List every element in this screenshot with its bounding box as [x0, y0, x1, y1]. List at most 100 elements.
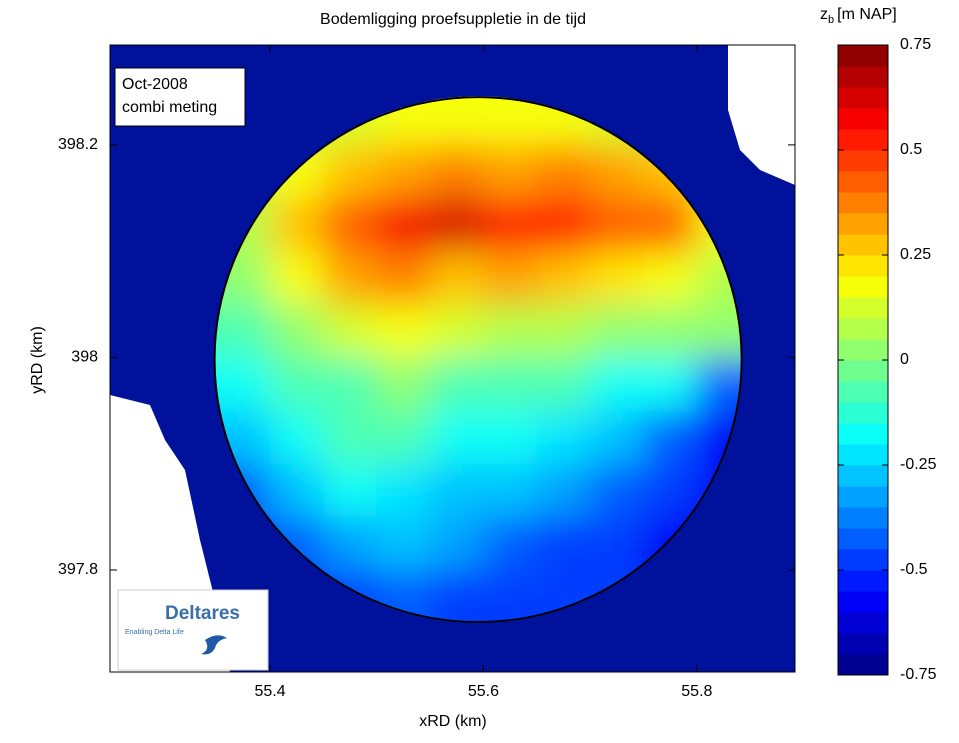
colorbar-tick-label: 0.5 [900, 141, 922, 158]
colorbar-band [838, 339, 888, 361]
field-cell [430, 145, 484, 199]
annotation-line: Oct-2008 [122, 76, 188, 93]
colorbar-band [838, 528, 888, 550]
field-cell [430, 517, 484, 571]
annotation-line: combi meting [122, 99, 217, 116]
field-cell [323, 464, 377, 518]
field-cell [430, 464, 484, 518]
field-cell [537, 464, 591, 518]
colorbar-band [838, 87, 888, 109]
colorbar-band [838, 654, 888, 676]
field-cell [590, 357, 644, 411]
colorbar-band [838, 549, 888, 571]
logo-tagline: Enabling Delta Life [125, 629, 184, 636]
colorbar-tick-label: -0.25 [900, 456, 937, 473]
field-cell [537, 357, 591, 411]
field-cell [430, 198, 484, 252]
field-cell [537, 411, 591, 465]
colorbar-band [838, 423, 888, 445]
colorbar-band [838, 633, 888, 655]
field-cell [590, 517, 644, 571]
field-cell [323, 517, 377, 571]
field-cell [377, 304, 431, 358]
field-cell [430, 357, 484, 411]
field-cell [590, 251, 644, 305]
field-cell [483, 251, 537, 305]
colorbar-tick-label: 0.75 [900, 36, 931, 53]
field-cell [590, 145, 644, 199]
field-cell [377, 198, 431, 252]
colorbar-band [838, 150, 888, 172]
x-axis-label: xRD (km) [419, 713, 487, 730]
field-cell [643, 198, 697, 252]
colorbar-band [838, 381, 888, 403]
colorbar-band [838, 507, 888, 529]
colorbar-band [838, 129, 888, 151]
field-cell [537, 251, 591, 305]
colorbar-tick-label: 0.25 [900, 246, 931, 263]
field-cell [537, 145, 591, 199]
field-cell [483, 517, 537, 571]
field-cell [537, 517, 591, 571]
field-cell [590, 304, 644, 358]
colorbar-band [838, 45, 888, 67]
field-cell [483, 145, 537, 199]
chart-title: Bodemligging proefsuppletie in de tijd [320, 11, 586, 28]
colorbar-label: zb[m NAP] [820, 6, 897, 26]
y-tick-label: 398 [71, 349, 98, 366]
colorbar-band [838, 465, 888, 487]
colorbar-band [838, 360, 888, 382]
field-cell [643, 411, 697, 465]
field-cell [643, 304, 697, 358]
colorbar-band [838, 234, 888, 256]
colorbar-band [838, 570, 888, 592]
colorbar-band [838, 402, 888, 424]
field-cell [323, 251, 377, 305]
colorbar-band [838, 255, 888, 277]
field-cell [377, 411, 431, 465]
field-cell [430, 251, 484, 305]
colorbar-band [838, 591, 888, 613]
colorbar-band [838, 213, 888, 235]
x-tick-label: 55.8 [681, 683, 712, 700]
colorbar-band [838, 192, 888, 214]
field-cell [643, 357, 697, 411]
field-cell [483, 304, 537, 358]
colorbar-band [838, 612, 888, 634]
field-cell [270, 464, 324, 518]
field-cell [323, 145, 377, 199]
field-cell [590, 198, 644, 252]
field-cell [377, 251, 431, 305]
field-cell [323, 411, 377, 465]
field-cell [270, 357, 324, 411]
annotation-box: Oct-2008 combi meting [115, 68, 245, 126]
colorbar-tick-label: -0.75 [900, 666, 937, 683]
field-cell [537, 198, 591, 252]
field-cell [377, 517, 431, 571]
colorbar-band [838, 318, 888, 340]
colorbar-band [838, 171, 888, 193]
colorbar-tick-label: -0.5 [900, 561, 928, 578]
field-cell [483, 411, 537, 465]
y-tick-label: 398.2 [58, 136, 98, 153]
y-axis-label: yRD (km) [29, 326, 46, 394]
chart: Bodemligging proefsuppletie in de tijd x… [0, 0, 959, 738]
field-cell [270, 411, 324, 465]
field-cell [430, 411, 484, 465]
field-cell [430, 304, 484, 358]
field-cell [537, 304, 591, 358]
field-cell [643, 464, 697, 518]
logo-name: Deltares [165, 603, 240, 624]
logo: Deltares Enabling Delta Life [118, 590, 268, 670]
field-cell [377, 145, 431, 199]
field-cell [323, 304, 377, 358]
colorbar-band [838, 444, 888, 466]
field-cell [643, 251, 697, 305]
x-tick-label: 55.4 [254, 683, 285, 700]
field-cell [483, 198, 537, 252]
field-cell [590, 411, 644, 465]
colorbar-band [838, 486, 888, 508]
colorbar-band [838, 66, 888, 88]
field-cell [270, 251, 324, 305]
field-cell [323, 198, 377, 252]
